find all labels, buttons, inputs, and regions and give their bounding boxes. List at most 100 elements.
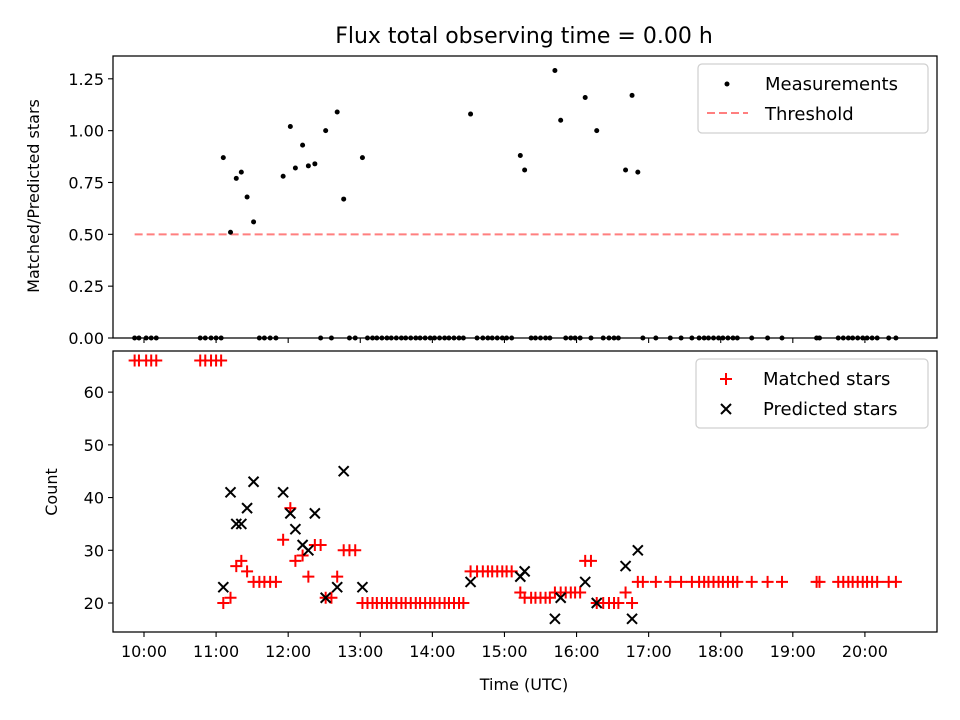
bottom-plot-frame	[112, 350, 938, 633]
measurement-point	[552, 68, 558, 74]
matched-star-point	[626, 597, 639, 610]
bottom-legend-box	[695, 358, 929, 429]
predicted-star-point	[319, 592, 332, 604]
predicted-star-point	[518, 565, 531, 578]
measurement-point	[233, 175, 239, 181]
top-y-tick-label: 0.25	[68, 277, 104, 296]
matched-star-point	[776, 575, 789, 588]
matched-star-point	[619, 586, 632, 599]
predicted-star-point	[284, 507, 297, 520]
matched-star-point	[325, 591, 338, 604]
matched-star-point	[731, 575, 744, 588]
predicted-star-point	[302, 544, 315, 556]
matched-star-point	[269, 575, 282, 588]
predicted-star-point	[549, 613, 561, 625]
bottom-y-tick-label: 50	[84, 436, 104, 455]
predicted-stars-series	[217, 465, 644, 625]
top-panel: Flux total observing time = 0.00 h Match…	[24, 24, 938, 348]
top-y-tick-label: 1.25	[68, 70, 104, 89]
measurement-point	[287, 124, 293, 129]
bottom-x-ticks: 10:00 11:00 12:00 13:00 14:00 15:00 16:00 17:00…	[121, 632, 888, 661]
measurement-point	[334, 109, 340, 115]
measurement-point	[629, 92, 635, 98]
matched-star-point	[612, 597, 625, 610]
predicted-star-point	[626, 613, 638, 625]
predicted-star-point	[632, 544, 644, 556]
bottom-x-tick-label: 10:00	[121, 642, 167, 661]
predicted-star-point	[217, 581, 230, 593]
legend-matched-label: Matched stars	[763, 369, 890, 390]
bottom-y-tick-label: 60	[84, 383, 104, 402]
legend-predicted-marker	[720, 403, 732, 415]
top-legend-box	[697, 63, 929, 134]
top-y-tick-label: 1.00	[68, 122, 104, 141]
matched-star-point	[349, 544, 362, 557]
matched-star-point	[636, 575, 649, 588]
matched-star-point	[675, 575, 688, 588]
matched-star-point	[871, 575, 884, 588]
matched-star-point	[745, 575, 758, 588]
measurement-point	[623, 167, 629, 173]
measurement-point	[228, 229, 234, 235]
measurement-point	[305, 163, 311, 169]
predicted-star-point	[619, 560, 632, 572]
predicted-star-point	[224, 486, 237, 498]
matched-star-point	[664, 575, 677, 588]
predicted-star-point	[464, 576, 477, 588]
matched-star-point	[277, 533, 290, 546]
matched-star-point	[224, 591, 237, 604]
bottom-y-tick-label: 40	[84, 489, 104, 508]
bottom-panel: Count Time (UTC) 20 30 40 50 60 10:00 11:00 12…	[42, 350, 938, 694]
measurement-point	[635, 169, 641, 175]
measurement-point	[300, 142, 306, 148]
matched-star-point	[314, 539, 327, 552]
matched-star-point	[761, 575, 774, 588]
bottom-x-tick-label: 11:00	[193, 642, 239, 661]
predicted-star-point	[591, 597, 603, 609]
legend-measurements-label: Measurements	[765, 74, 898, 95]
measurement-point	[251, 219, 257, 225]
predicted-star-point	[235, 518, 248, 530]
bottom-x-tick-label: 12:00	[265, 642, 311, 661]
bottom-x-tick-label: 18:00	[698, 642, 744, 661]
matched-star-point	[296, 549, 309, 562]
measurement-point	[280, 173, 286, 179]
measurement-point	[522, 167, 528, 173]
measurement-point	[292, 165, 298, 171]
bottom-x-tick-label: 15:00	[481, 642, 527, 661]
bottom-x-tick-label: 20:00	[842, 642, 888, 661]
predicted-star-point	[309, 507, 321, 520]
predicted-star-point	[356, 581, 369, 593]
bottom-y-tick-label: 20	[84, 594, 104, 613]
legend-matched-marker	[720, 373, 732, 385]
matched-star-point	[241, 565, 254, 578]
matched-star-point	[813, 575, 826, 588]
legend-threshold-label: Threshold	[764, 104, 854, 125]
predicted-star-point	[241, 502, 253, 514]
bottom-x-axis-label: Time (UTC)	[479, 675, 568, 694]
matched-star-point	[457, 597, 470, 610]
chart-title: Flux total observing time = 0.00 h	[335, 24, 713, 49]
bottom-x-tick-label: 17:00	[626, 642, 672, 661]
top-legend: Measurements Threshold	[697, 63, 929, 134]
predicted-star-point	[277, 486, 289, 498]
bottom-x-tick-label: 14:00	[409, 642, 455, 661]
measurement-point	[594, 128, 600, 134]
measurement-point	[341, 196, 347, 202]
top-y-tick-label: 0.00	[68, 329, 104, 348]
matched-stars-series	[128, 354, 902, 610]
measurement-point	[558, 117, 564, 123]
predicted-star-point	[247, 476, 260, 488]
measurement-point	[244, 194, 250, 200]
matched-star-point	[235, 554, 248, 567]
measurement-point	[312, 161, 318, 167]
measurement-point	[238, 169, 244, 175]
predicted-star-point	[554, 592, 567, 604]
matched-star-point	[331, 570, 344, 583]
top-y-ticks: 0.00 0.25 0.50 0.75 1.00 1.25	[68, 70, 113, 348]
predicted-star-point	[230, 518, 242, 530]
bottom-y-tick-label: 30	[84, 541, 104, 560]
legend-measurements-marker	[724, 81, 730, 87]
matched-star-point	[302, 570, 315, 583]
matched-star-point	[574, 586, 587, 599]
